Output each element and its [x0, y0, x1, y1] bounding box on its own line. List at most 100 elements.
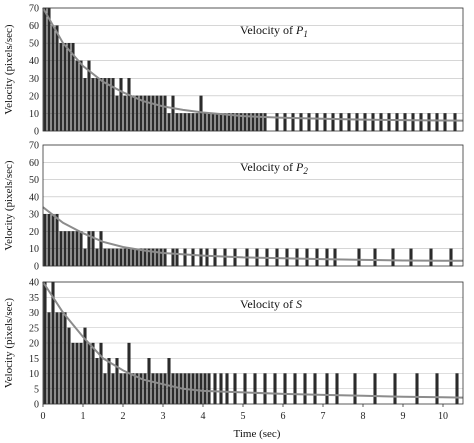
- y-tick-label: 0: [34, 262, 39, 273]
- bar: [111, 373, 115, 405]
- y-tick-label: 40: [29, 278, 39, 289]
- bar: [175, 248, 179, 267]
- bar: [387, 113, 391, 132]
- bar: [291, 113, 295, 132]
- bar: [323, 113, 327, 132]
- bar: [411, 113, 415, 132]
- y-tick-label: 30: [29, 210, 39, 221]
- bar: [59, 231, 63, 267]
- bar: [331, 113, 335, 132]
- y-tick-label: 40: [29, 56, 39, 67]
- y-tick-label: 20: [29, 91, 39, 102]
- bar: [315, 113, 319, 132]
- plot-frame: [42, 144, 464, 267]
- bar: [225, 373, 229, 405]
- bar: [453, 113, 457, 132]
- bar: [91, 78, 95, 132]
- bar: [63, 231, 67, 267]
- bar: [353, 373, 357, 405]
- bar: [325, 248, 329, 267]
- y-tick-label: 20: [29, 227, 39, 238]
- bar: [55, 312, 59, 405]
- bar: [199, 95, 203, 132]
- bar: [103, 248, 107, 267]
- bar: [419, 113, 423, 132]
- bar: [363, 113, 367, 132]
- bar: [127, 78, 131, 132]
- bar: [63, 42, 67, 132]
- bar: [379, 113, 383, 132]
- bar: [127, 248, 131, 267]
- bar: [43, 281, 47, 405]
- bar: [391, 248, 395, 267]
- bar: [283, 113, 287, 132]
- bar: [325, 373, 329, 405]
- bar: [51, 25, 55, 132]
- y-tick-label: 60: [29, 158, 39, 169]
- panel-title: Velocity of P1: [240, 23, 308, 39]
- bar: [131, 373, 135, 405]
- bar: [355, 113, 359, 132]
- bar: [347, 113, 351, 132]
- bar: [91, 342, 95, 405]
- bar: [135, 95, 139, 132]
- x-tick-label: 1: [81, 411, 86, 422]
- bar: [219, 113, 223, 132]
- bar: [63, 312, 67, 405]
- bar: [103, 78, 107, 132]
- y-tick-label: 30: [29, 74, 39, 85]
- bar: [455, 373, 459, 405]
- panel-title-symbol: S: [296, 297, 302, 311]
- y-tick-label: 20: [29, 339, 39, 350]
- bar: [47, 312, 51, 405]
- y-tick-label: 35: [29, 293, 39, 304]
- bar: [123, 95, 127, 132]
- bar: [393, 373, 397, 405]
- y-tick-label: 70: [29, 4, 39, 15]
- x-tick-label: 10: [438, 411, 448, 422]
- bar: [373, 248, 377, 267]
- bar: [79, 342, 83, 405]
- panel-title-subscript: 1: [303, 29, 308, 39]
- bar: [67, 327, 71, 405]
- panel-title-symbol: P: [295, 23, 304, 37]
- bar: [99, 78, 103, 132]
- bar: [143, 373, 147, 405]
- bar: [79, 231, 83, 267]
- y-tick-label: 0: [34, 400, 39, 411]
- bar: [103, 373, 107, 405]
- bar: [409, 248, 413, 267]
- bar: [183, 113, 187, 132]
- bar: [195, 113, 199, 132]
- bar: [371, 113, 375, 132]
- bar: [273, 373, 277, 405]
- bar: [139, 248, 143, 267]
- bar: [115, 95, 119, 132]
- bar: [55, 25, 59, 132]
- bar: [123, 373, 127, 405]
- y-tick-label: 30: [29, 308, 39, 319]
- bar: [131, 248, 135, 267]
- panel-3: 0 5 10 15 20 25 30 35 40 Velocity of S Velocity (p…: [3, 278, 464, 411]
- bar: [95, 78, 99, 132]
- bar: [67, 42, 71, 132]
- y-axis-label: Velocity (pixels/sec): [3, 24, 15, 114]
- bar: [171, 95, 175, 132]
- bar: [151, 95, 155, 132]
- bar: [443, 113, 447, 132]
- bar: [187, 113, 191, 132]
- bar: [67, 231, 71, 267]
- bar: [211, 113, 215, 132]
- bar: [305, 248, 309, 267]
- bar: [163, 248, 167, 267]
- y-tick-label: 50: [29, 39, 39, 50]
- bar: [299, 113, 303, 132]
- bar: [159, 373, 163, 405]
- bar: [283, 373, 287, 405]
- bar: [203, 113, 207, 132]
- bar: [115, 248, 119, 267]
- bar: [227, 113, 231, 132]
- bar: [95, 358, 99, 405]
- bar: [313, 373, 317, 405]
